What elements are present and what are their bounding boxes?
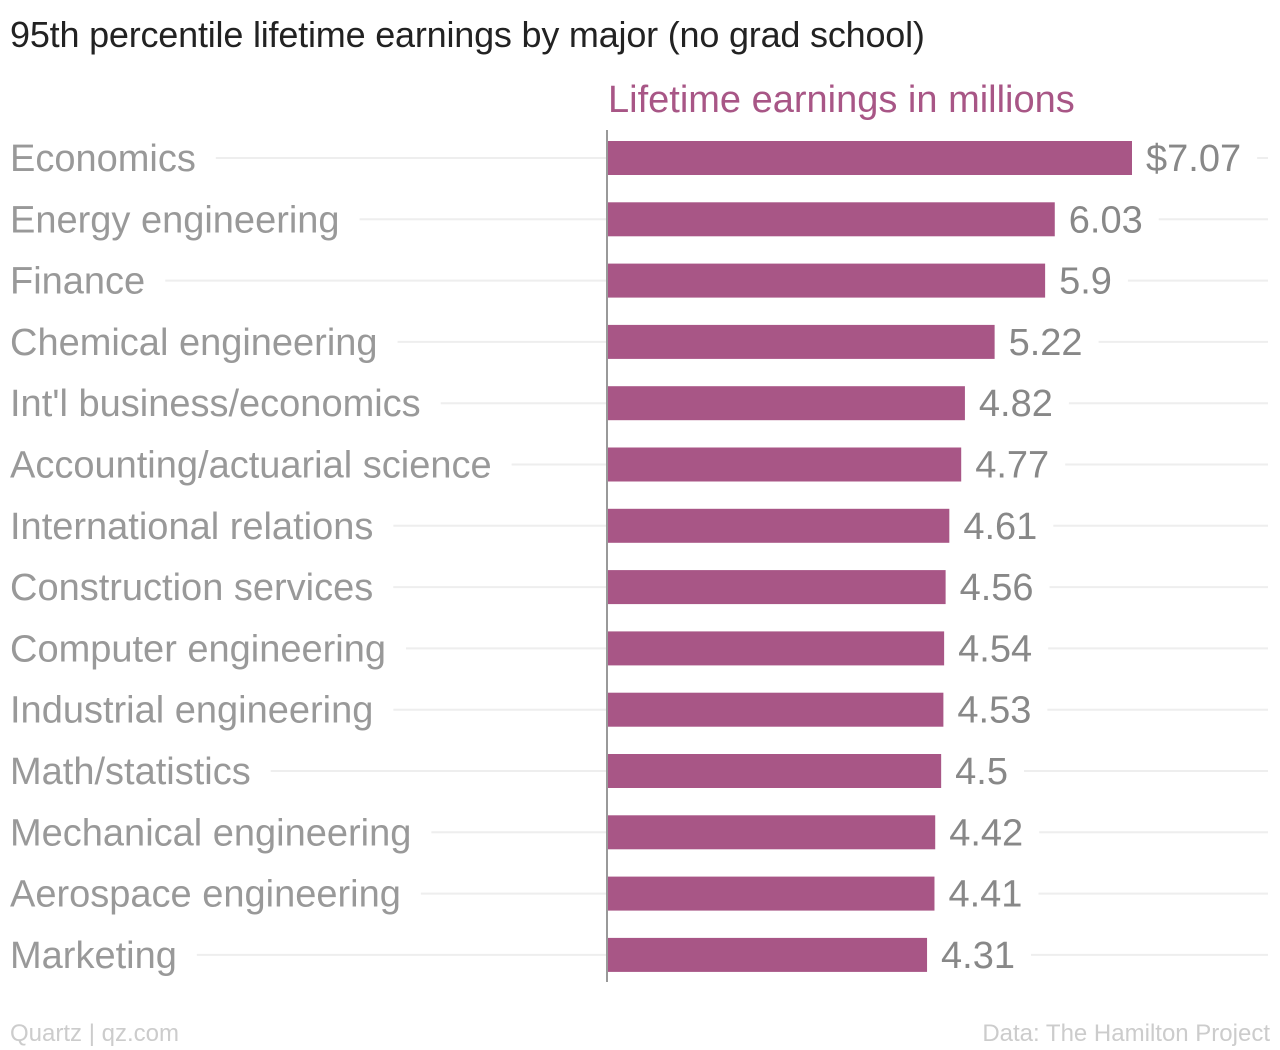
category-labels: Economics Energy engineering Finance Chemic… xyxy=(10,138,492,977)
bar xyxy=(607,631,945,666)
category-label: Finance xyxy=(10,261,145,303)
bar xyxy=(607,692,944,727)
category-label: Industrial engineering xyxy=(10,690,373,732)
value-label: 4.5 xyxy=(955,751,1008,793)
category-label: Int'l business/economics xyxy=(10,383,421,425)
bar xyxy=(607,876,935,911)
value-label: 4.61 xyxy=(963,506,1037,548)
value-label: 4.54 xyxy=(958,628,1032,670)
footer-data-source: Data: The Hamilton Project xyxy=(982,1020,1270,1047)
value-label: 4.42 xyxy=(949,812,1023,854)
category-label: Math/statistics xyxy=(10,751,251,793)
value-label: $7.07 xyxy=(1146,138,1241,180)
gridlines xyxy=(165,157,1268,956)
category-label: Accounting/actuarial science xyxy=(10,445,492,487)
category-label: Aerospace engineering xyxy=(10,874,401,916)
value-label: 4.31 xyxy=(941,935,1015,977)
value-label: 4.82 xyxy=(979,383,1053,425)
bar xyxy=(607,141,1132,175)
bar xyxy=(607,202,1055,237)
bar-chart: Lifetime earnings in millions EconomicsE… xyxy=(10,79,1268,982)
bar xyxy=(607,447,962,482)
footer-credit: Quartz | qz.com xyxy=(10,1020,179,1047)
series-label: Lifetime earnings in millions xyxy=(608,79,1075,121)
bar xyxy=(607,508,950,543)
value-label: 4.41 xyxy=(948,874,1022,916)
category-label: Energy engineering xyxy=(10,199,340,241)
bar xyxy=(607,263,1046,298)
category-label: Computer engineering xyxy=(10,628,386,670)
bar xyxy=(607,324,995,359)
bar xyxy=(607,754,942,788)
value-labels: $7.076.03 5.9 5.22 4.82 4.77 4.61 4.56 4.54 4.53… xyxy=(941,138,1241,977)
bar xyxy=(607,386,965,421)
bar xyxy=(607,570,946,605)
chart-title: 95th percentile lifetime earnings by maj… xyxy=(10,14,925,55)
bar xyxy=(607,815,936,850)
value-label: 5.22 xyxy=(1009,322,1083,364)
category-label: Chemical engineering xyxy=(10,322,378,364)
category-label: Mechanical engineering xyxy=(10,812,411,854)
category-label: International relations xyxy=(10,506,373,548)
category-label: Construction services xyxy=(10,567,373,609)
value-label: 4.53 xyxy=(957,690,1031,732)
value-label: 5.9 xyxy=(1059,261,1112,303)
value-label: 4.56 xyxy=(960,567,1034,609)
value-label: 4.77 xyxy=(975,445,1049,487)
value-label: 6.03 xyxy=(1069,199,1143,241)
bar xyxy=(607,937,928,972)
bars xyxy=(607,141,1132,972)
category-label: Marketing xyxy=(10,935,177,977)
category-label: Economics xyxy=(10,138,196,180)
